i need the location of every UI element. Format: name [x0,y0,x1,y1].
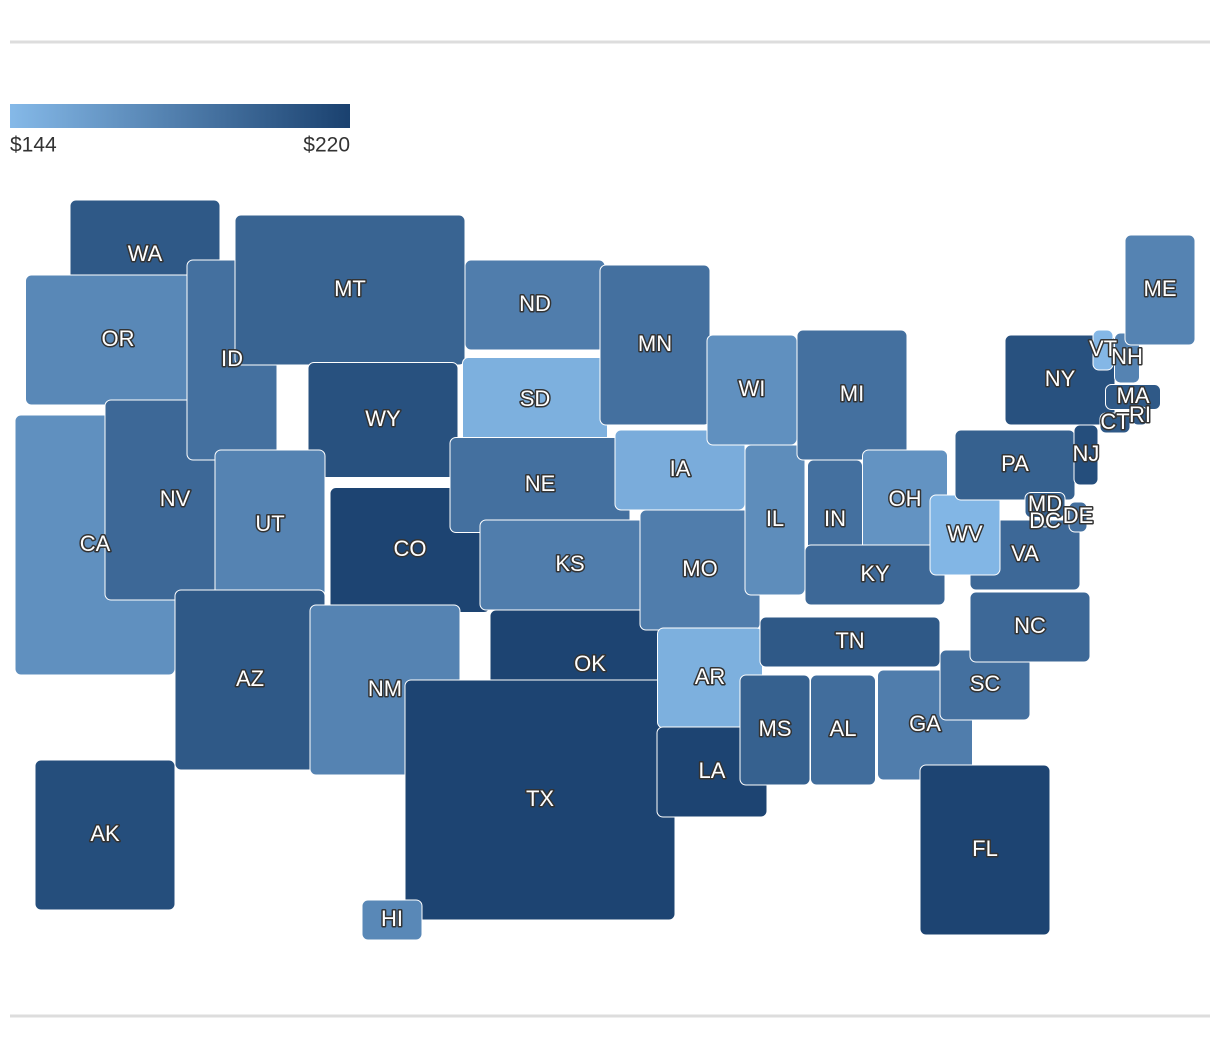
state-label: VT [1089,336,1117,361]
state-label: LA [699,758,726,783]
state [34,759,176,911]
state [1039,516,1051,528]
legend-gradient [10,104,350,128]
state-label: NM [368,676,402,701]
state-label: WA [128,241,163,266]
state-label: DE [1063,503,1094,528]
state-label: WV [947,521,983,546]
state-label: AK [90,821,120,846]
state-label: OH [889,486,922,511]
state-label: SD [520,386,551,411]
state-label: SC [970,671,1001,696]
state-label: ND [519,291,551,316]
state-label: NV [160,486,191,511]
state-label: MT [334,276,366,301]
state-label: NC [1014,613,1046,638]
state-label: VA [1011,541,1039,566]
state-label: IN [824,506,846,531]
state-label: ME [1144,276,1177,301]
state [1092,329,1114,371]
state-label: CT [1100,409,1129,434]
state-label: ID [221,346,243,371]
state-label: AZ [236,666,264,691]
state-label: IA [670,456,691,481]
labels: WA OR CA NV ID MT WY UT AZ CO NM ND SD NE KS OK TX MN IA MO… [78,239,1178,932]
state [1124,234,1196,346]
state-label: CO [394,536,427,561]
state-label: RI [1129,402,1151,427]
state-label: NJ [1073,441,1100,466]
state-label: NY [1045,366,1076,391]
state-label: TX [526,786,554,811]
state-label: FL [972,836,998,861]
state-label: NH [1111,344,1143,369]
state-label: WY [365,406,401,431]
state-label: GA [909,711,941,736]
state-label: UT [255,511,284,536]
state [307,362,459,478]
state-label: MO [682,556,717,581]
state-label: HI [381,906,403,931]
state-label: MS [759,716,792,741]
state-label: AL [830,716,857,741]
state [810,674,876,786]
state [361,899,423,941]
legend-label: $220 [303,134,350,157]
states [14,199,1196,941]
state-label: OR [102,326,135,351]
state [969,591,1091,663]
state [1131,406,1149,426]
state-label: WI [739,376,766,401]
state-label: AR [695,664,726,689]
state-label: KS [555,551,584,576]
legend-label: $144 [10,134,57,157]
state-label: IL [766,506,784,531]
state [759,616,941,668]
state [1068,501,1088,533]
state [1073,424,1099,486]
state-label: OK [574,651,606,676]
state [919,764,1051,936]
state-label: MI [840,381,864,406]
state-label: MD [1028,491,1062,516]
state-label: PA [1001,451,1029,476]
state-label: NE [525,471,556,496]
state-label: DC [1029,508,1061,533]
state-label: CA [80,531,111,556]
state [1099,412,1131,434]
state [744,444,806,596]
state-label: TN [835,628,864,653]
state-label: MA [1117,383,1150,408]
state-label: MN [638,331,672,356]
state-label: KY [860,561,890,586]
